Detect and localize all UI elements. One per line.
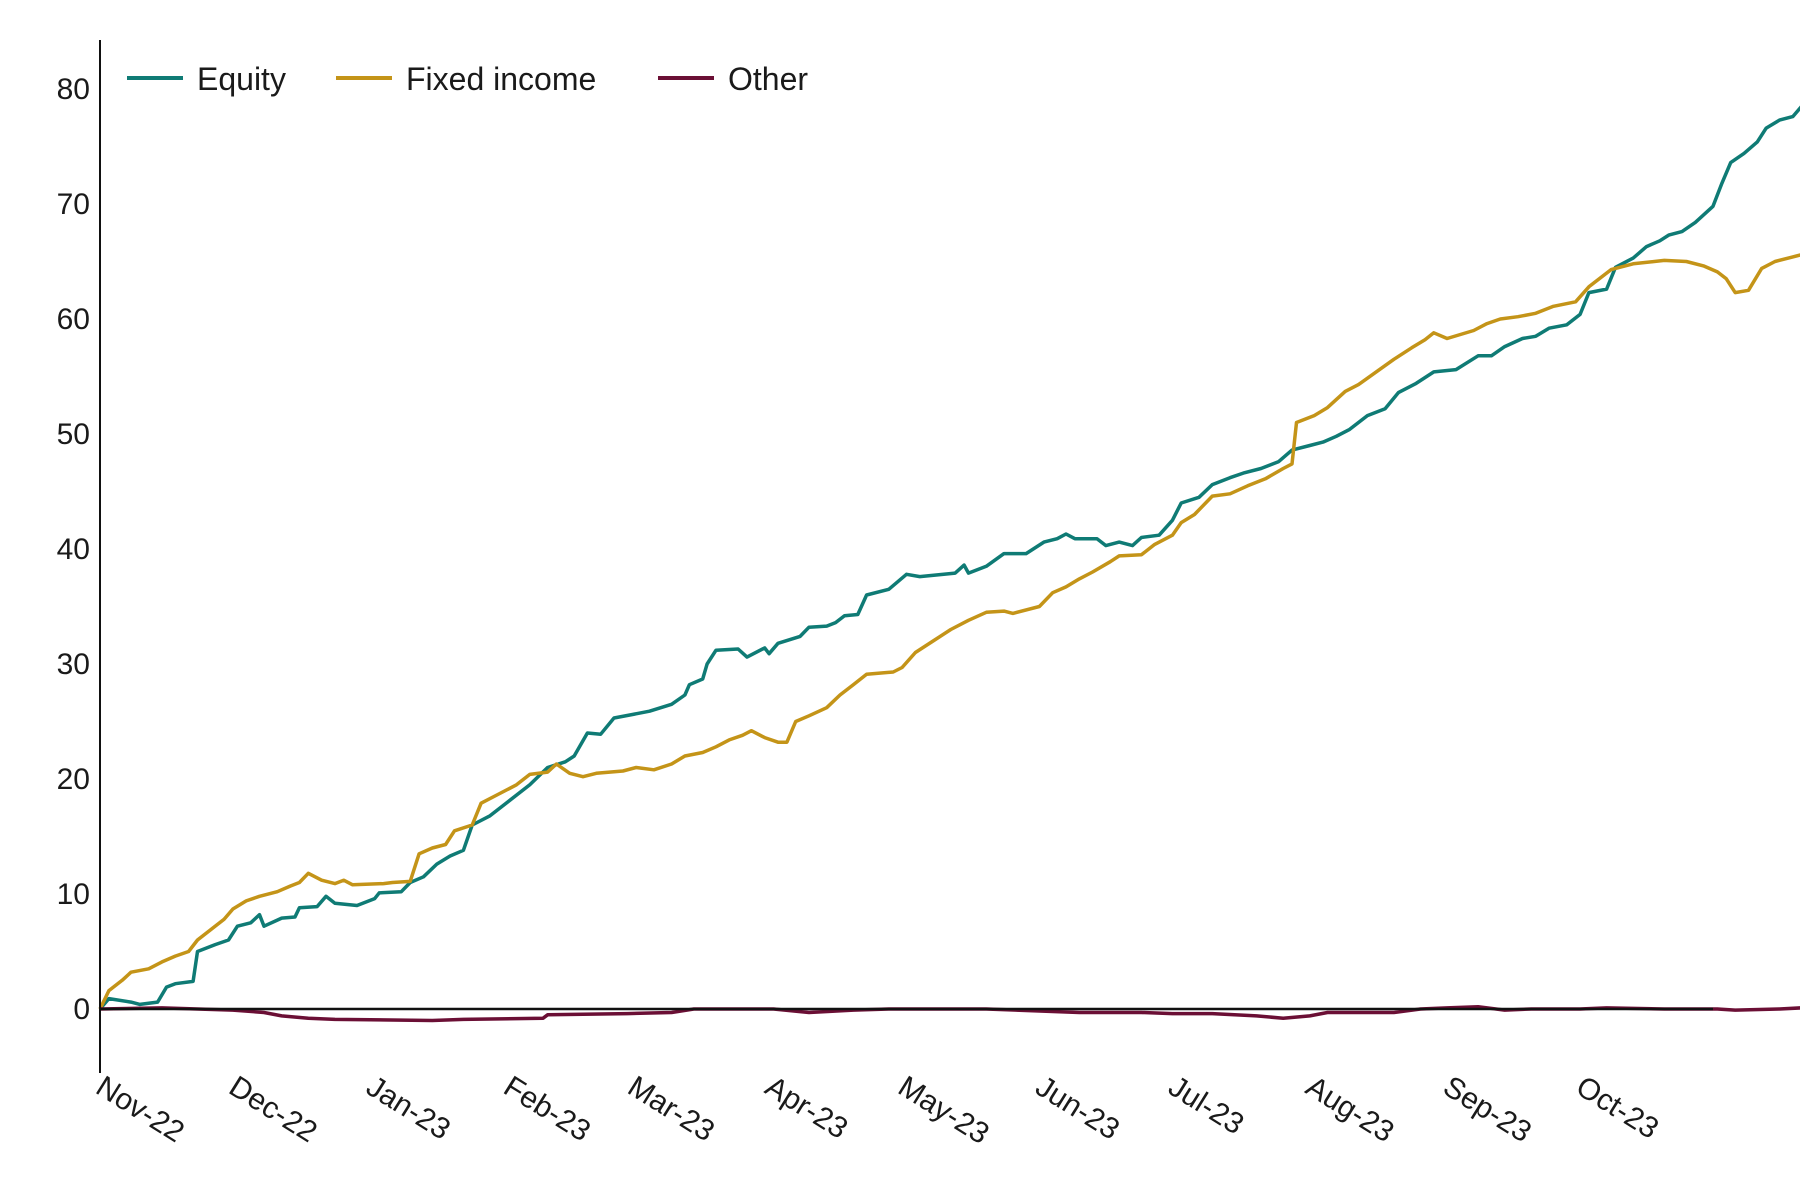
series-line-fixed-income bbox=[98, 253, 1800, 1010]
legend-label: Fixed income bbox=[406, 61, 596, 97]
x-tick-label: Mar-23 bbox=[622, 1070, 720, 1148]
x-tick-label: Aug-23 bbox=[1300, 1070, 1400, 1149]
legend-label: Equity bbox=[197, 61, 286, 97]
legend-label: Other bbox=[728, 61, 808, 97]
x-tick-labels: Nov-22 Dec-22 Jan-23 Feb-23 Mar-23 Apr-23 May-… bbox=[90, 1070, 1664, 1151]
y-tick-label: 60 bbox=[57, 303, 90, 336]
y-tick-labels: 0 10 20 30 40 50 60 70 80 bbox=[57, 73, 90, 1026]
series-line-equity bbox=[98, 105, 1800, 1011]
y-tick-label: 30 bbox=[57, 648, 90, 681]
y-tick-label: 40 bbox=[57, 533, 90, 566]
x-tick-label: Sep-23 bbox=[1437, 1070, 1537, 1149]
x-tick-label: May-23 bbox=[892, 1070, 994, 1151]
x-tick-label: Apr-23 bbox=[759, 1070, 853, 1146]
x-tick-label: Jan-23 bbox=[361, 1070, 456, 1147]
y-tick-label: 0 bbox=[73, 993, 90, 1026]
x-tick-label: Jul-23 bbox=[1163, 1070, 1250, 1141]
x-tick-label: Dec-22 bbox=[223, 1070, 323, 1149]
y-tick-label: 80 bbox=[57, 73, 90, 106]
series-layer bbox=[98, 105, 1800, 1023]
y-tick-label: 50 bbox=[57, 418, 90, 451]
x-tick-label: Oct-23 bbox=[1570, 1070, 1664, 1146]
x-tick-label: Nov-22 bbox=[90, 1070, 190, 1149]
y-tick-label: 70 bbox=[57, 188, 90, 221]
series-line-other bbox=[99, 1004, 1800, 1023]
x-tick-label: Feb-23 bbox=[498, 1070, 596, 1148]
y-tick-label: 10 bbox=[57, 878, 90, 911]
legend: Equity Fixed income Other bbox=[127, 61, 808, 97]
x-tick-label: Jun-23 bbox=[1030, 1070, 1125, 1147]
y-tick-label: 20 bbox=[57, 763, 90, 796]
